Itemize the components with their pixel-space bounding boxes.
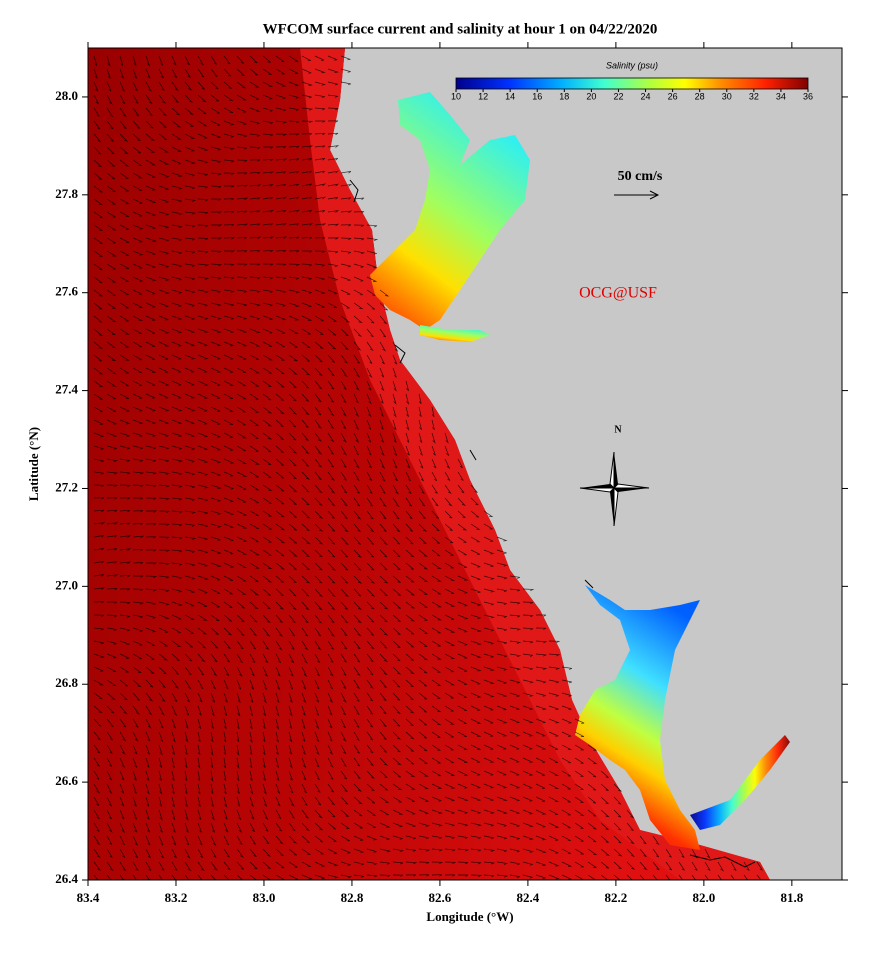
y-tick-label: 26.6	[55, 773, 78, 788]
colorbar-tick-label: 20	[586, 91, 596, 101]
colorbar-label: Salinity (psu)	[606, 60, 658, 70]
map-area	[88, 48, 842, 880]
axes: 83.4 83.2 83.0 82.8 82.6 82.4 82.2 82.0 81.8 26.4…	[55, 42, 848, 905]
colorbar-tick-label: 36	[803, 91, 813, 101]
x-tick-label: 82.8	[341, 890, 364, 905]
x-tick-label: 83.4	[77, 890, 100, 905]
y-tick-label: 27.4	[55, 382, 78, 397]
y-axis-label: Latitude (°N)	[26, 427, 41, 501]
y-tick-label: 27.0	[55, 577, 78, 592]
colorbar-tick-label: 34	[776, 91, 786, 101]
tampa-bay	[370, 92, 530, 330]
x-tick-label: 82.4	[517, 890, 540, 905]
manatee-river	[420, 325, 490, 342]
compass-label: N	[614, 424, 622, 435]
y-tick-label: 27.6	[55, 284, 78, 299]
colorbar-ticks: 10 12 14 16 18 20 22 24 26 28 30 32 34 36	[451, 89, 813, 101]
vector-field	[93, 55, 763, 880]
scale-label: 50 cm/s	[618, 169, 663, 184]
colorbar-tick-label: 32	[749, 91, 759, 101]
x-axis-label: Longitude (°W)	[426, 909, 513, 924]
charlotte-harbor	[575, 585, 700, 850]
colorbar-tick-label: 12	[478, 91, 488, 101]
y-tick-label: 26.8	[55, 675, 78, 690]
colorbar-tick-label: 30	[722, 91, 732, 101]
y-tick-label: 28.0	[55, 88, 78, 103]
x-tick-label: 82.0	[692, 890, 715, 905]
colorbar-tick-label: 10	[451, 91, 461, 101]
y-tick-label: 27.2	[55, 479, 78, 494]
y-tick-label: 26.4	[55, 871, 78, 886]
colorbar	[455, 77, 809, 90]
x-tick-label: 82.6	[429, 890, 452, 905]
scale-arrow	[614, 190, 660, 200]
colorbar-tick-label: 22	[613, 91, 623, 101]
colorbar-tick-label: 26	[668, 91, 678, 101]
compass	[579, 451, 650, 527]
title: WFCOM surface current and salinity at ho…	[263, 21, 658, 37]
colorbar-tick-label: 18	[559, 91, 569, 101]
colorbar-tick-label: 16	[532, 91, 542, 101]
x-tick-label: 83.0	[253, 890, 276, 905]
colorbar-tick-label: 14	[505, 91, 515, 101]
y-tick-label: 27.8	[55, 186, 78, 201]
colorbar-tick-label: 28	[695, 91, 705, 101]
x-tick-label: 83.2	[165, 890, 188, 905]
current-vectors	[93, 55, 763, 880]
plot-frame	[87, 47, 843, 881]
x-tick-label: 81.8	[780, 890, 803, 905]
caloosahatchee	[690, 735, 790, 830]
coastline-detail	[349, 179, 756, 868]
x-tick-label: 82.2	[605, 890, 628, 905]
credit: OCG@USF	[579, 285, 657, 302]
colorbar-tick-label: 24	[641, 91, 651, 101]
